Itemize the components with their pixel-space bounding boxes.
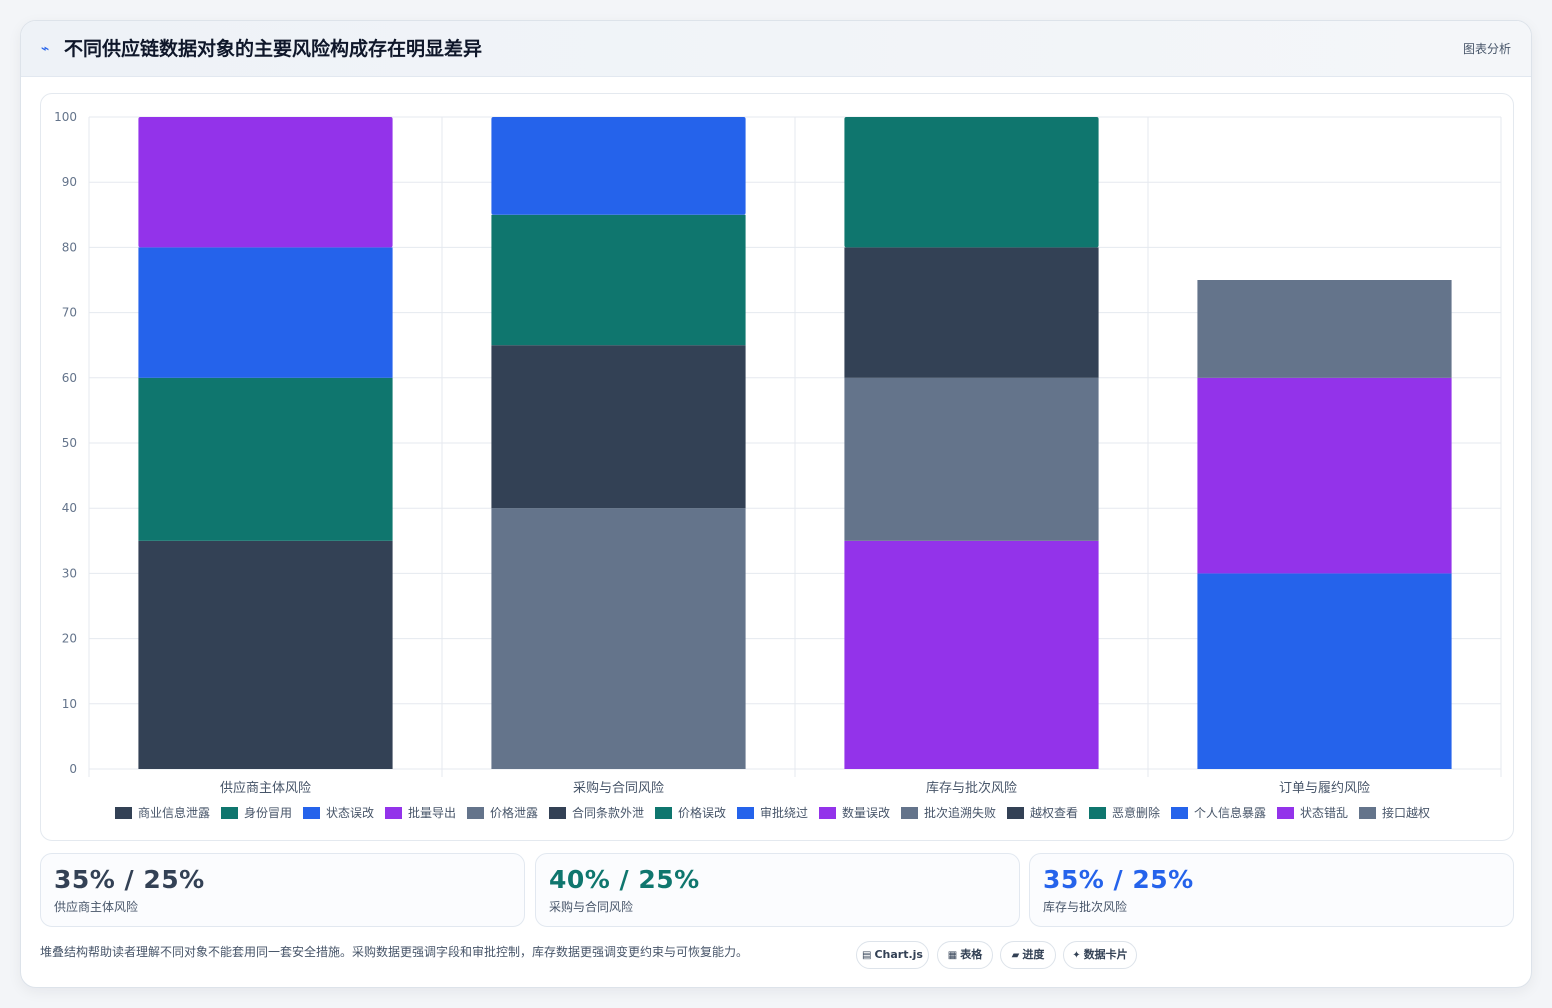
chart-card: ⌁ 不同供应链数据对象的主要风险构成存在明显差异 图表分析 0 10 20 30 40 5…: [20, 20, 1532, 988]
legend-swatch: [1277, 807, 1295, 819]
sparkline-icon: ⌁: [41, 41, 50, 57]
bar-segment: [1197, 573, 1452, 769]
sparkle-icon: ✦: [1072, 950, 1081, 961]
legend-label: 数量误改: [842, 805, 890, 820]
y-tick-label: 70: [62, 306, 77, 320]
x-tick-label: 库存与批次风险: [926, 780, 1017, 796]
legend-swatch: [736, 807, 754, 819]
kpi-card-procurement: 40% / 25% 采购与合同风险: [535, 853, 1020, 927]
legend-label: 恶意删除: [1112, 805, 1160, 820]
legend-label: 价格泄露: [490, 805, 538, 820]
x-tick-label: 采购与合同风险: [573, 780, 664, 796]
y-tick-label: 80: [62, 240, 77, 254]
progress-icon: ▰: [1011, 950, 1020, 961]
kpi-label: 库存与批次风险: [1043, 900, 1128, 914]
legend-label: 个人信息暴露: [1194, 805, 1266, 820]
legend-label: 合同条款外泄: [572, 805, 644, 820]
legend-swatch: [1171, 807, 1189, 819]
legend-label: 批量导出: [408, 805, 456, 820]
tag-progress[interactable]: ▰ 进度: [1000, 941, 1056, 969]
y-tick-label: 10: [62, 697, 77, 711]
legend-label: 审批绕过: [760, 805, 808, 820]
y-tick-label: 30: [62, 566, 77, 580]
bar-segment: [138, 540, 393, 769]
legend-label: 接口越权: [1382, 805, 1430, 820]
bar-segment: [138, 377, 393, 541]
legend-label: 价格误改: [678, 805, 726, 820]
tag-label: 数据卡片: [1083, 948, 1128, 961]
x-tick-label: 订单与履约风险: [1279, 781, 1370, 796]
legend-swatch: [1359, 807, 1377, 819]
kpi-value: 35% / 25%: [1043, 865, 1194, 894]
legend-swatch: [466, 807, 484, 819]
legend-swatch: [302, 807, 320, 819]
chart-icon: ▤: [862, 950, 872, 961]
legend-swatch: [1089, 807, 1107, 819]
bar-segment: [491, 345, 746, 509]
legend-label: 商业信息泄露: [138, 805, 210, 820]
legend-label: 越权查看: [1030, 806, 1078, 820]
bar-segment: [844, 540, 1099, 769]
legend-label: 身份冒用: [244, 805, 292, 820]
footnote: 堆叠结构帮助读者理解不同对象不能套用同一套安全措施。采购数据更强调字段和审批控制…: [40, 945, 749, 959]
legend-label: 状态错乱: [1300, 806, 1348, 820]
tag-data-card[interactable]: ✦ 数据卡片: [1063, 941, 1137, 969]
legend-swatch: [548, 807, 566, 819]
tag-label: Chart.js: [874, 948, 923, 961]
legend-swatch: [901, 807, 919, 819]
bar-segment: [844, 377, 1099, 541]
chart-panel: 0 10 20 30 40 50 60 70 80 90 100 供应商主体风险 采购与合同风险 库存与批…: [40, 93, 1514, 841]
kpi-label: 供应商主体风险: [54, 900, 139, 914]
legend-label: 状态误改: [326, 806, 374, 820]
kpi-value: 40% / 25%: [549, 865, 700, 894]
x-tick-label: 供应商主体风险: [220, 780, 311, 796]
bar-segment: [491, 508, 746, 769]
kpi-label: 采购与合同风险: [549, 900, 634, 914]
legend-label: 批次追溯失败: [924, 805, 996, 820]
page-title: 不同供应链数据对象的主要风险构成存在明显差异: [64, 38, 483, 60]
bar-segment: [844, 117, 1099, 248]
chart-analysis-link[interactable]: 图表分析: [1462, 42, 1511, 56]
y-tick-label: 0: [69, 762, 77, 776]
tag-chartjs[interactable]: ▤ Chart.js: [856, 941, 929, 969]
kpi-card-inventory: 35% / 25% 库存与批次风险: [1029, 853, 1514, 927]
tag-label: 进度: [1022, 948, 1045, 961]
y-tick-label: 40: [62, 501, 77, 515]
legend-swatch: [654, 807, 672, 819]
bar-segment: [491, 214, 746, 346]
stacked-bar-chart: 0 10 20 30 40 50 60 70 80 90 100 供应商主体风险 采购与合同风险 库存与批…: [54, 110, 1502, 820]
legend-swatch: [114, 807, 132, 819]
kpi-card-supplier: 35% / 25% 供应商主体风险: [40, 853, 525, 927]
kpi-value: 35% / 25%: [54, 865, 205, 894]
y-tick-label: 100: [54, 110, 77, 124]
y-tick-label: 20: [62, 632, 77, 646]
card-header: ⌁ 不同供应链数据对象的主要风险构成存在明显差异 图表分析: [21, 21, 1531, 77]
legend-swatch: [819, 807, 837, 819]
tag-table[interactable]: ▦ 表格: [937, 941, 993, 969]
y-tick-label: 60: [62, 371, 77, 385]
y-tick-label: 90: [62, 175, 77, 189]
bar-segment: [1197, 280, 1452, 378]
legend-swatch: [1007, 807, 1025, 819]
table-icon: ▦: [947, 950, 958, 961]
legend-swatch: [384, 807, 402, 819]
bar-segment: [1197, 377, 1452, 574]
legend-swatch: [220, 807, 238, 819]
bar-segment: [491, 117, 746, 215]
bar-segment: [138, 247, 393, 378]
tag-label: 表格: [960, 948, 983, 961]
bar-segment: [138, 117, 393, 248]
bar-segment: [844, 247, 1099, 378]
y-tick-label: 50: [62, 436, 77, 450]
